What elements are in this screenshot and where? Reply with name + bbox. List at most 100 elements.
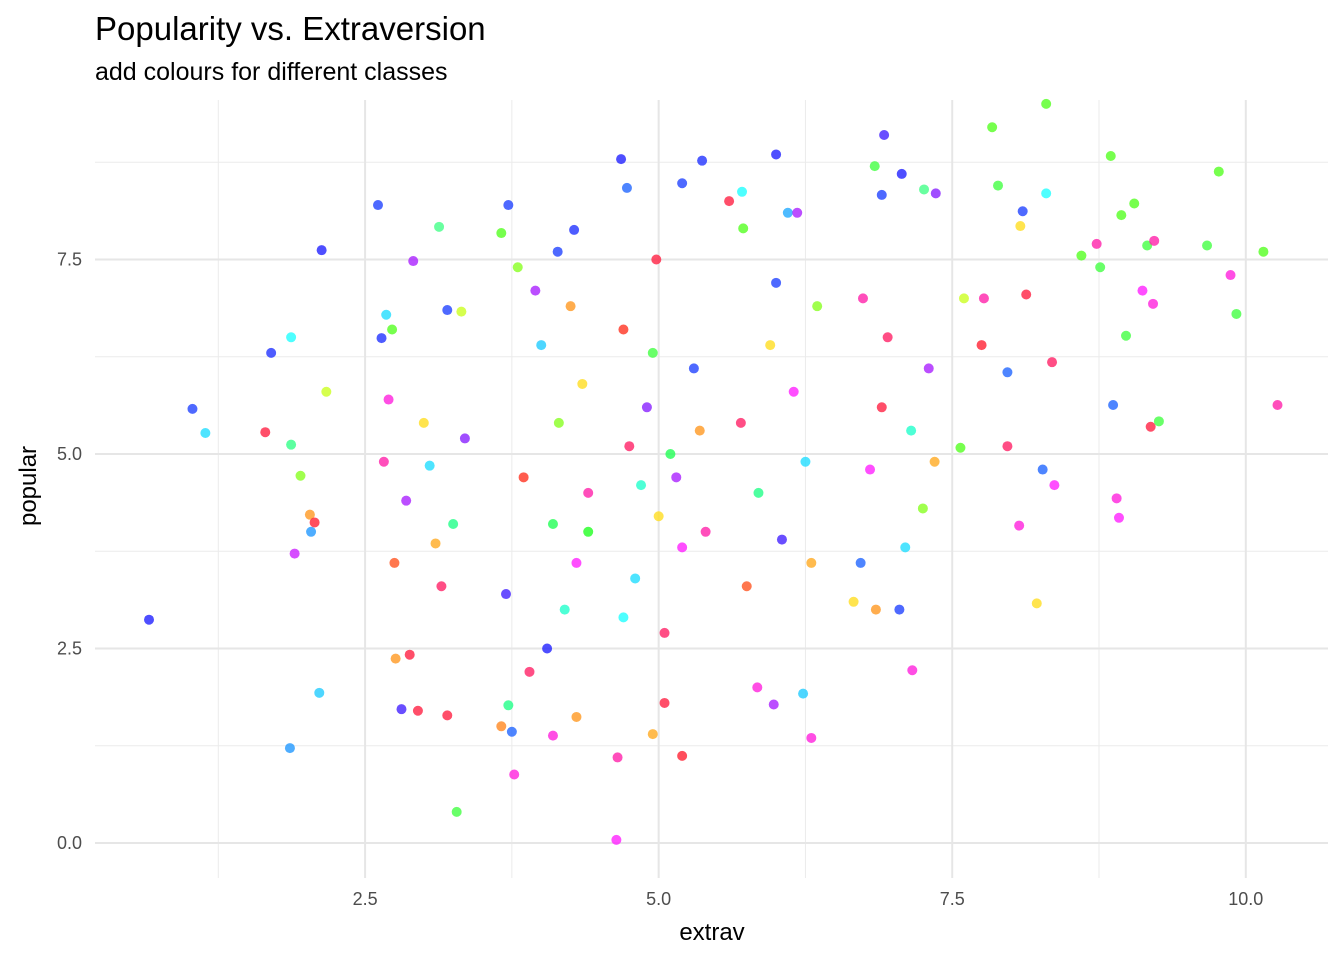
y-axis-title: popular: [15, 446, 42, 526]
data-point: [788, 386, 799, 397]
data-point: [553, 417, 564, 428]
data-point: [894, 604, 905, 615]
data-point: [792, 207, 803, 218]
x-axis-ticks: 2.5 5.0 7.5 10.0: [353, 889, 1264, 909]
data-point: [547, 730, 558, 741]
data-point: [314, 687, 325, 698]
data-point: [321, 386, 332, 397]
data-point: [659, 697, 670, 708]
data-point: [583, 487, 594, 498]
data-point: [1076, 250, 1087, 261]
data-point: [381, 309, 392, 320]
data-point: [1049, 480, 1060, 491]
data-point: [565, 301, 576, 312]
data-point: [412, 705, 423, 716]
data-point: [923, 363, 934, 374]
data-point: [876, 402, 887, 413]
data-point: [401, 495, 412, 506]
data-point: [1148, 298, 1159, 309]
data-point: [1137, 285, 1148, 296]
data-point: [806, 732, 817, 743]
data-point: [857, 293, 868, 304]
data-point: [630, 573, 641, 584]
data-point: [309, 517, 320, 528]
data-point: [855, 557, 866, 568]
data-point: [653, 511, 664, 522]
data-point: [512, 262, 523, 273]
data-point: [569, 224, 580, 235]
data-point: [876, 189, 887, 200]
data-point: [144, 614, 155, 625]
data-point: [1153, 416, 1164, 427]
data-point: [506, 726, 517, 737]
x-tick-label: 5.0: [646, 889, 671, 909]
data-point: [1105, 151, 1116, 162]
data-point: [448, 519, 459, 530]
data-point: [286, 332, 297, 343]
data-point: [752, 682, 763, 693]
data-point: [436, 581, 447, 592]
data-point: [900, 542, 911, 553]
data-point: [503, 200, 514, 211]
data-point: [1142, 240, 1153, 251]
data-point: [456, 306, 467, 317]
data-point: [782, 207, 793, 218]
data-point: [700, 526, 711, 537]
y-tick-label: 2.5: [57, 638, 82, 658]
data-point: [917, 503, 928, 514]
data-point: [636, 480, 647, 491]
data-point: [694, 425, 705, 436]
data-point: [1149, 235, 1160, 246]
data-point: [1031, 598, 1042, 609]
chart-title: Popularity vs. Extraversion: [95, 10, 486, 47]
data-point: [688, 363, 699, 374]
x-axis-title: extrav: [679, 919, 744, 946]
data-point: [1145, 421, 1156, 432]
data-point: [266, 347, 277, 358]
data-point: [618, 324, 629, 335]
data-point: [906, 425, 917, 436]
data-point: [1091, 238, 1102, 249]
data-point: [993, 180, 1004, 191]
data-point: [583, 526, 594, 537]
data-point: [647, 347, 658, 358]
data-point: [451, 806, 462, 817]
data-point: [389, 557, 400, 568]
data-point: [1095, 262, 1106, 273]
y-axis-ticks: 0.0 2.5 5.0 7.5: [57, 249, 82, 853]
data-point: [870, 604, 881, 615]
data-point: [552, 246, 563, 257]
data-point: [1037, 464, 1048, 475]
data-point: [665, 448, 676, 459]
data-point: [611, 834, 622, 845]
data-point: [187, 403, 198, 414]
data-point: [1231, 308, 1242, 319]
data-point: [612, 752, 623, 763]
data-point: [641, 402, 652, 413]
data-point: [1129, 198, 1140, 209]
data-point: [536, 340, 547, 351]
data-point: [1047, 357, 1058, 368]
data-point: [289, 548, 300, 559]
data-point: [1113, 512, 1124, 523]
data-point: [418, 417, 429, 428]
data-point: [459, 433, 470, 444]
data-point: [306, 526, 317, 537]
data-point: [503, 700, 514, 711]
data-point: [1116, 210, 1127, 221]
data-point: [798, 688, 809, 699]
data-point: [671, 472, 682, 483]
data-point: [390, 653, 401, 664]
data-point: [260, 427, 271, 438]
y-tick-label: 7.5: [57, 249, 82, 269]
data-point: [442, 710, 453, 721]
data-point: [316, 245, 327, 256]
data-point: [907, 665, 918, 676]
x-tick-label: 10.0: [1228, 889, 1263, 909]
data-point: [812, 301, 823, 312]
data-point: [378, 456, 389, 467]
data-point: [765, 340, 776, 351]
data-point: [1121, 330, 1132, 341]
data-point: [501, 589, 511, 600]
data-point: [618, 612, 629, 623]
